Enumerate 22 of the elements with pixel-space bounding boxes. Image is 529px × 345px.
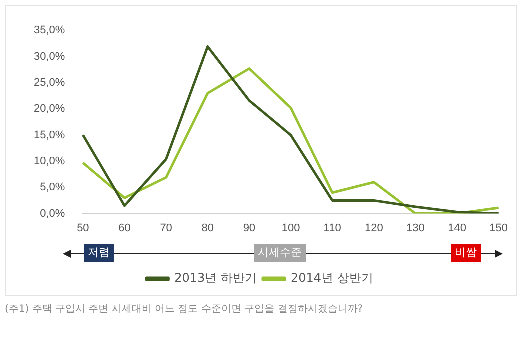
- x-tick-label: 60: [118, 222, 131, 234]
- x-tick-label: 120: [364, 222, 384, 234]
- y-tick-label: 20,0%: [34, 103, 66, 116]
- legend-label: 2013년 하반기: [174, 271, 258, 286]
- text: (주1) 주택 구입시 주변 시세대비 어느 정도 수준이면 구입을 결정하시겠습니까?: [5, 303, 364, 316]
- x-tick-label: 140: [448, 222, 466, 234]
- x-tick-label: 110: [324, 222, 342, 234]
- legend-label: 2014년 상반기: [291, 271, 374, 286]
- y-tick-label: 0,0%: [40, 208, 66, 220]
- x-tick-label: 50: [77, 222, 90, 234]
- y-tick-label: 35,0%: [34, 24, 66, 37]
- y-tick-label: 30,0%: [34, 50, 66, 63]
- x-tick-label: 90: [243, 222, 256, 234]
- x-tick-label: 130: [406, 222, 425, 234]
- x-tick-label: 80: [202, 222, 214, 234]
- y-tick-label: 5,0%: [40, 182, 66, 194]
- y-tick-label: 15,0%: [34, 129, 66, 142]
- y-tick-label: 10,0%: [34, 155, 66, 168]
- x-tick-label: 70: [160, 222, 172, 234]
- x-tick-label: 100: [282, 222, 300, 234]
- y-tick-label: 25,0%: [34, 76, 66, 89]
- x-tick-label: 150: [490, 222, 508, 234]
